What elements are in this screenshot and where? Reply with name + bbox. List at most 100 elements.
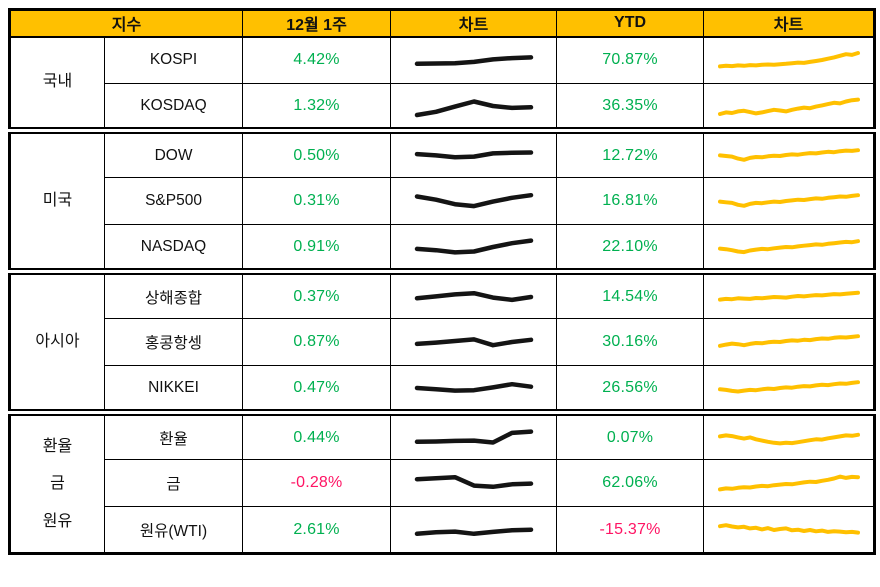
ytd-sparkline-cell (703, 506, 876, 554)
index-name: 원유(WTI) (103, 506, 244, 554)
week-sparkline-cell (390, 506, 558, 554)
index-name: DOW (103, 127, 244, 178)
week-change: 0.87% (242, 318, 392, 366)
section-domestic: 국내 KOSPI 4.42% 70.87% KOSDAQ 1.32% 36.35… (9, 36, 876, 131)
ytd-sparkline (705, 181, 874, 221)
table-row: 아시아 상해종합 0.37% 14.54% (9, 268, 876, 413)
ytd-sparkline (705, 138, 874, 176)
week-sparkline (392, 40, 556, 80)
ytd-sparkline (705, 227, 874, 267)
week-sparkline-cell (390, 127, 558, 178)
ytd-change: 14.54% (556, 268, 705, 319)
table-row: S&P500 0.31% 16.81% (10, 177, 876, 225)
group-label-domestic: 국내 (9, 36, 105, 131)
ytd-change: 36.35% (556, 83, 705, 131)
group-label-us: 미국 (9, 127, 105, 272)
ytd-sparkline-cell (703, 409, 876, 460)
week-change: 0.37% (242, 268, 392, 319)
table-row: NIKKEI 0.47% 26.56% (10, 365, 876, 413)
header-chart-week: 차트 (390, 9, 558, 38)
header-row: 지수 12월 1주 차트 YTD 차트 (8, 9, 876, 38)
header-index: 지수 (8, 9, 244, 38)
table-row: NASDAQ 0.91% 22.10% (10, 224, 876, 272)
table-row: 국내 KOSPI 4.42% 70.87% (9, 36, 876, 131)
ytd-change: 70.87% (556, 36, 705, 84)
ytd-sparkline (705, 463, 874, 503)
week-change: 0.91% (242, 224, 392, 272)
ytd-sparkline (705, 420, 874, 458)
week-change: 0.31% (242, 177, 392, 225)
ytd-change: 30.16% (556, 318, 705, 366)
group-label-asia: 아시아 (9, 268, 105, 413)
week-change: 0.47% (242, 365, 392, 413)
group-label-fx-commodities: 환율 금 원유 (9, 409, 105, 554)
ytd-change: 12.72% (556, 127, 705, 178)
ytd-sparkline-cell (703, 127, 876, 178)
week-change: 1.32% (242, 83, 392, 131)
index-name: 금 (103, 459, 244, 507)
ytd-change: -15.37% (556, 506, 705, 554)
ytd-sparkline (705, 279, 874, 317)
header-ytd: YTD (556, 9, 705, 38)
week-sparkline (392, 463, 556, 503)
ytd-sparkline (705, 86, 874, 126)
week-sparkline-cell (390, 36, 558, 84)
ytd-sparkline (705, 322, 874, 362)
table-row: 미국 DOW 0.50% 12.72% (9, 127, 876, 272)
week-sparkline (392, 510, 556, 550)
week-sparkline (392, 420, 556, 458)
section-fx-commodities: 환율 금 원유 환율 0.44% 0.07% 금 -0.28% 62.06% 원… (9, 409, 876, 554)
week-change: 0.44% (242, 409, 392, 460)
week-sparkline-cell (390, 459, 558, 507)
ytd-change: 16.81% (556, 177, 705, 225)
week-sparkline-cell (390, 224, 558, 272)
week-sparkline-cell (390, 409, 558, 460)
ytd-sparkline-cell (703, 365, 876, 413)
week-sparkline-cell (390, 318, 558, 366)
week-sparkline (392, 181, 556, 221)
ytd-sparkline (705, 368, 874, 408)
section-us: 미국 DOW 0.50% 12.72% S&P500 0.31% 16.81% … (9, 127, 876, 272)
ytd-change: 26.56% (556, 365, 705, 413)
index-name: S&P500 (103, 177, 244, 225)
ytd-change: 22.10% (556, 224, 705, 272)
ytd-change: 0.07% (556, 409, 705, 460)
week-change: 2.61% (242, 506, 392, 554)
index-name: NIKKEI (103, 365, 244, 413)
week-change: 4.42% (242, 36, 392, 84)
index-name: 상해종합 (103, 268, 244, 319)
week-sparkline-cell (390, 365, 558, 413)
week-sparkline-cell (390, 268, 558, 319)
week-sparkline-cell (390, 83, 558, 131)
week-sparkline (392, 322, 556, 362)
header-week: 12월 1주 (242, 9, 392, 38)
week-sparkline (392, 138, 556, 176)
ytd-sparkline-cell (703, 318, 876, 366)
ytd-sparkline-cell (703, 177, 876, 225)
ytd-sparkline-cell (703, 459, 876, 507)
ytd-sparkline (705, 40, 874, 80)
week-sparkline (392, 86, 556, 126)
header-chart-ytd: 차트 (703, 9, 876, 38)
market-summary-table: 지수 12월 1주 차트 YTD 차트 국내 KOSPI 4.42% 70.87… (8, 8, 877, 555)
ytd-sparkline-cell (703, 36, 876, 84)
section-asia: 아시아 상해종합 0.37% 14.54% 홍콩항셍 0.87% 30.16% … (9, 268, 876, 413)
index-name: NASDAQ (103, 224, 244, 272)
week-sparkline (392, 368, 556, 408)
table-row: 홍콩항셍 0.87% 30.16% (10, 318, 876, 366)
week-change: -0.28% (242, 459, 392, 507)
week-sparkline (392, 227, 556, 267)
ytd-sparkline-cell (703, 268, 876, 319)
index-name: KOSPI (103, 36, 244, 84)
week-sparkline (392, 279, 556, 317)
ytd-change: 62.06% (556, 459, 705, 507)
table-row: 원유(WTI) 2.61% -15.37% (10, 506, 876, 554)
index-name: 홍콩항셍 (103, 318, 244, 366)
ytd-sparkline-cell (703, 224, 876, 272)
index-name: KOSDAQ (103, 83, 244, 131)
week-sparkline-cell (390, 177, 558, 225)
week-change: 0.50% (242, 127, 392, 178)
table-row: KOSDAQ 1.32% 36.35% (10, 83, 876, 131)
ytd-sparkline (705, 510, 874, 550)
table-row: 환율 금 원유 환율 0.44% 0.07% (9, 409, 876, 554)
